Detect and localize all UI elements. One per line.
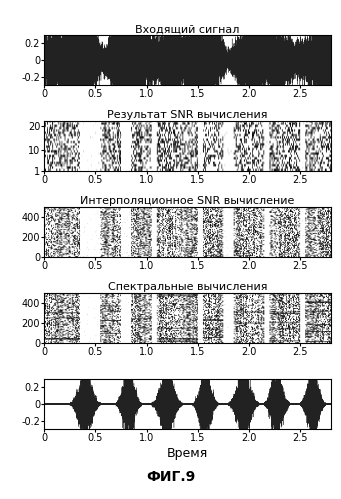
- Title: Интерполяционное SNR вычисление: Интерполяционное SNR вычисление: [80, 196, 295, 206]
- Title: Входящий сигнал: Входящий сигнал: [135, 24, 240, 34]
- Text: ФИГ.9: ФИГ.9: [146, 470, 195, 484]
- X-axis label: Время: Время: [167, 448, 208, 461]
- Title: Результат SNR вычисления: Результат SNR вычисления: [107, 110, 268, 120]
- Title: Спектральные вычисления: Спектральные вычисления: [108, 282, 267, 292]
